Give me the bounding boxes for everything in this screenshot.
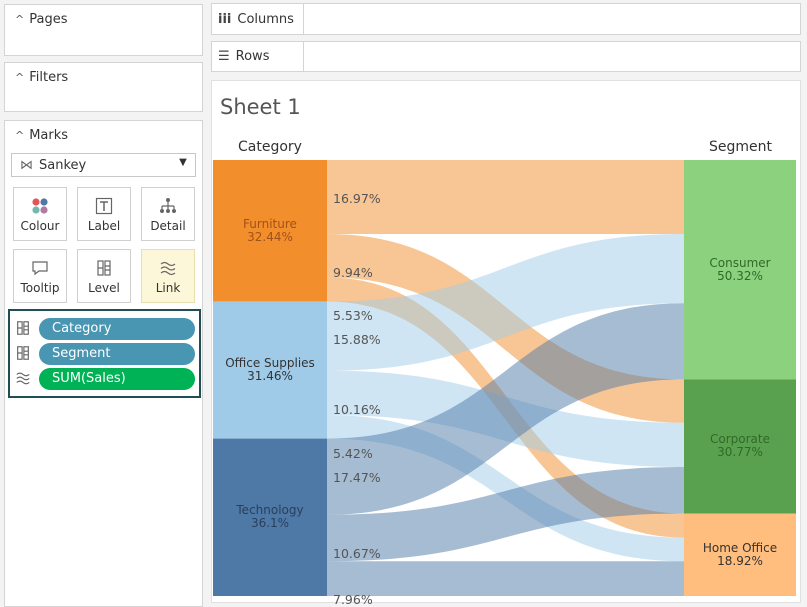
mark-type-dropdown[interactable]: ⋈ Sankey ▼: [11, 153, 196, 177]
link-label-technology-home-office: 7.96%: [333, 592, 373, 607]
category-pill[interactable]: Category: [39, 318, 195, 340]
detail-tree-icon: [160, 198, 176, 213]
link-label-office-supplies-home-office: 5.42%: [333, 445, 373, 461]
link-label: Link: [155, 281, 181, 295]
segment-node-name: Consumer: [709, 255, 771, 270]
pages-title: Pages: [29, 12, 68, 27]
category-node-label-technology: Technology 36.1%: [213, 504, 327, 530]
link-wave-icon: [16, 372, 30, 385]
rows-shelf[interactable]: ☰ Rows: [211, 41, 801, 72]
category-node-pct: 36.1%: [250, 516, 290, 531]
columns-shelf-label: iii Columns: [212, 4, 304, 34]
category-node-pct: 32.44%: [247, 229, 293, 244]
label-t-icon: [95, 197, 113, 215]
link-label-technology-consumer: 17.47%: [333, 469, 381, 485]
link-button[interactable]: Link: [141, 249, 195, 303]
category-node-name: Technology: [236, 503, 304, 518]
segment-node-name: Corporate: [710, 432, 770, 447]
tooltip-speech-icon: [32, 261, 48, 276]
category-node-label-office-supplies: Office Supplies 31.46%: [213, 357, 327, 383]
segment-node-pct: 18.92%: [717, 553, 763, 568]
chevron-up-icon: ^: [15, 13, 25, 26]
link-label-office-supplies-consumer: 15.88%: [333, 332, 381, 348]
label-label: Label: [87, 219, 121, 233]
columns-icon: iii: [218, 11, 232, 27]
category-node-name: Office Supplies: [225, 356, 315, 371]
tooltip-button[interactable]: Tooltip: [13, 249, 67, 303]
chevron-up-icon: ^: [15, 129, 25, 142]
detail-label: Detail: [150, 219, 186, 233]
level-icon: [17, 321, 29, 335]
pages-header[interactable]: ^ Pages: [15, 12, 67, 27]
link-label-technology-corporate: 10.67%: [333, 545, 381, 561]
sum-sales-pill[interactable]: SUM(Sales): [39, 368, 195, 390]
rows-label: Rows: [235, 49, 270, 64]
link-label-furniture-corporate: 9.94%: [333, 264, 373, 280]
segment-node-pct: 50.32%: [717, 268, 763, 283]
chevron-up-icon: ^: [15, 71, 25, 84]
segment-pill[interactable]: Segment: [39, 343, 195, 365]
segment-node-label-home-office: Home Office 18.92%: [684, 540, 796, 568]
segment-node-label-consumer: Consumer 50.32%: [684, 255, 796, 283]
sheet-title: Sheet 1: [220, 95, 301, 119]
marks-pills-highlight: [8, 309, 201, 398]
detail-button[interactable]: Detail: [141, 187, 195, 241]
segment-node-label-corporate: Corporate 30.77%: [684, 433, 796, 459]
columns-label: Columns: [237, 11, 294, 27]
filters-title: Filters: [29, 70, 69, 85]
mark-type-value: Sankey: [39, 157, 87, 173]
right-axis-header: Segment: [709, 139, 772, 155]
marks-card: ^ Marks ⋈ Sankey ▼ Colour Label Detail To…: [4, 120, 203, 607]
link-label-furniture-consumer: 16.97%: [333, 191, 381, 206]
category-node-name: Furniture: [243, 216, 297, 231]
filters-header[interactable]: ^ Filters: [15, 70, 68, 85]
label-button[interactable]: Label: [77, 187, 131, 241]
level-label: Level: [88, 281, 120, 295]
pages-card: ^ Pages: [4, 4, 203, 56]
level-icon: [97, 260, 111, 276]
marks-header[interactable]: ^ Marks: [15, 128, 68, 143]
link-label-furniture-home-office: 5.53%: [333, 308, 373, 324]
colour-label: Colour: [20, 219, 60, 233]
tooltip-label: Tooltip: [20, 281, 60, 295]
category-node-label-furniture: Furniture 32.44%: [213, 216, 327, 244]
segment-node-name: Home Office: [702, 540, 778, 555]
link-wave-icon: [160, 261, 176, 276]
filters-card[interactable]: ^ Filters: [4, 62, 203, 112]
colour-dots-icon: [32, 198, 48, 214]
left-axis-header: Category: [238, 139, 302, 155]
marks-title: Marks: [29, 128, 69, 143]
category-node-pct: 31.46%: [247, 369, 293, 384]
rows-shelf-label: ☰ Rows: [212, 42, 304, 71]
link-label-office-supplies-corporate: 10.16%: [333, 401, 381, 417]
colour-button[interactable]: Colour: [13, 187, 67, 241]
level-icon: [17, 346, 29, 360]
level-button[interactable]: Level: [77, 249, 131, 303]
sankey-icon: ⋈: [20, 157, 33, 173]
rows-icon: ☰: [218, 49, 230, 64]
dropdown-arrow-icon[interactable]: ▼: [179, 157, 187, 168]
segment-node-pct: 30.77%: [717, 445, 763, 460]
columns-shelf[interactable]: iii Columns: [211, 3, 801, 35]
